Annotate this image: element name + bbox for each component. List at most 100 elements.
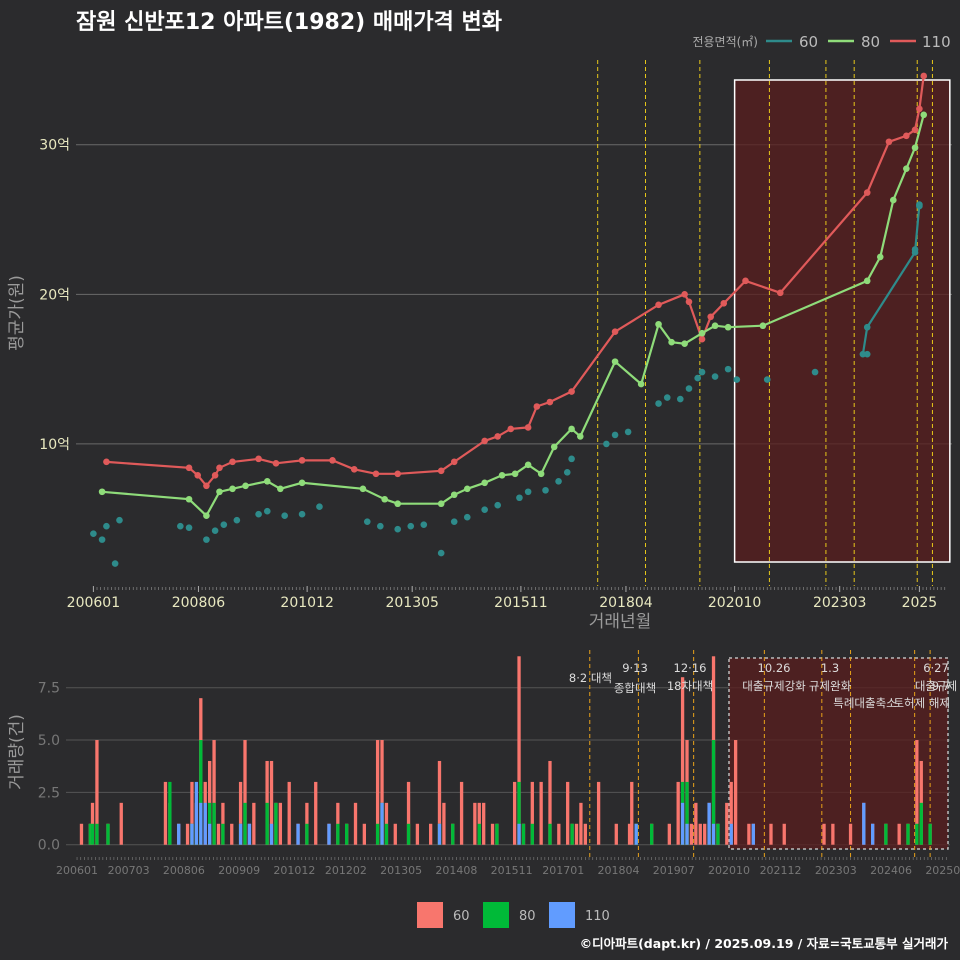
point-80 xyxy=(550,443,558,451)
point-110 xyxy=(524,424,532,431)
bar-110 xyxy=(194,781,199,845)
bar-60 xyxy=(278,802,283,845)
price-xlabel: 거래년월 xyxy=(589,612,652,632)
policy-label-text: 토허제 해제 xyxy=(893,696,950,710)
point-80 xyxy=(611,358,619,365)
bar-60 xyxy=(848,823,853,845)
point-60 xyxy=(437,549,445,557)
point-60 xyxy=(724,365,732,373)
point-80 xyxy=(481,479,488,487)
point-60 xyxy=(420,521,428,528)
volume-x-tick-label: 201701 xyxy=(542,864,584,877)
bar-60 xyxy=(482,802,486,845)
point-110 xyxy=(681,291,688,298)
point-80 xyxy=(759,322,767,330)
bar-60 xyxy=(680,677,685,845)
point-80 xyxy=(263,477,271,485)
bar-60 xyxy=(548,760,552,845)
point-110 xyxy=(372,470,380,478)
point-60 xyxy=(763,376,771,383)
point-60 xyxy=(203,536,210,543)
point-80 xyxy=(911,144,919,152)
point-60 xyxy=(555,477,562,485)
credit-text: ©디아파트(dapt.kr) / 2025.09.19 / 자료=국토교통부 실… xyxy=(579,936,948,951)
volume-ylabel: 거래량(건) xyxy=(7,714,27,790)
point-60 xyxy=(916,201,923,208)
bar-60 xyxy=(79,823,84,845)
point-80 xyxy=(450,491,458,499)
bar-60 xyxy=(375,740,380,845)
bar-60 xyxy=(212,740,216,845)
point-110 xyxy=(329,457,336,464)
point-110 xyxy=(742,277,749,285)
bar-60 xyxy=(119,802,123,845)
point-80 xyxy=(359,485,367,493)
point-80 xyxy=(511,470,519,478)
bar-60 xyxy=(459,781,464,845)
bar-60 xyxy=(517,656,521,845)
bar-80 xyxy=(305,823,309,845)
bar-60 xyxy=(429,823,433,845)
point-110 xyxy=(903,132,910,140)
point-60 xyxy=(516,494,523,502)
policy-label-date: 12·16 xyxy=(674,661,707,675)
point-110 xyxy=(776,289,784,297)
point-80 xyxy=(711,322,719,330)
legend-label-60: 60 xyxy=(799,33,818,51)
volume-x-tick-label: 200909 xyxy=(218,864,260,877)
bar-60 xyxy=(566,781,570,845)
point-60 xyxy=(255,510,262,518)
bar-60 xyxy=(269,760,274,845)
point-110 xyxy=(507,425,515,433)
point-80 xyxy=(890,196,897,204)
point-60 xyxy=(863,323,871,331)
bar-110 xyxy=(634,823,638,845)
point-60 xyxy=(663,394,671,401)
volume-x-tick-label: 202112 xyxy=(760,864,802,877)
series-line-60 xyxy=(861,204,921,355)
policy-label-date: 1.3 xyxy=(821,661,839,675)
price-x-tick-label: 2025 xyxy=(902,595,938,611)
bar-110 xyxy=(517,823,521,845)
point-110 xyxy=(885,138,893,146)
policy-label-text: 규제완화 xyxy=(809,679,852,693)
price-x-tick-label: 202303 xyxy=(813,595,866,611)
point-60 xyxy=(377,522,384,530)
bar-60 xyxy=(769,823,773,845)
point-110 xyxy=(863,189,871,196)
bar-legend-label-110: 110 xyxy=(585,909,610,924)
point-110 xyxy=(194,472,202,479)
point-80 xyxy=(203,512,210,519)
point-60 xyxy=(542,486,549,494)
point-60 xyxy=(463,513,471,521)
point-60 xyxy=(655,400,662,407)
bar-60 xyxy=(473,802,477,845)
point-110 xyxy=(298,457,306,464)
point-80 xyxy=(242,482,249,490)
policy-label-text: 종합대책 xyxy=(614,681,656,695)
legend-title: 전용면적(㎡) xyxy=(692,35,758,49)
bar-60 xyxy=(415,823,420,845)
point-60 xyxy=(603,440,610,448)
point-60 xyxy=(281,512,288,519)
point-110 xyxy=(494,433,501,440)
bar-legend-swatch-60 xyxy=(417,902,443,928)
bar-110 xyxy=(862,802,866,845)
point-110 xyxy=(698,335,706,343)
bar-60 xyxy=(216,823,221,845)
point-60 xyxy=(685,385,693,392)
bar-60 xyxy=(627,823,632,845)
bar-60 xyxy=(95,740,99,845)
point-80 xyxy=(98,488,106,496)
bar-80 xyxy=(106,823,110,845)
point-60 xyxy=(524,488,532,496)
bar-80 xyxy=(884,823,888,845)
bar-60 xyxy=(703,823,707,845)
point-80 xyxy=(394,500,402,508)
point-110 xyxy=(437,467,445,475)
point-110 xyxy=(720,299,728,307)
point-110 xyxy=(533,403,541,410)
volume-y-tick-label: 7.5 xyxy=(38,681,60,697)
bar-110 xyxy=(680,802,685,845)
bar-60 xyxy=(243,740,247,845)
